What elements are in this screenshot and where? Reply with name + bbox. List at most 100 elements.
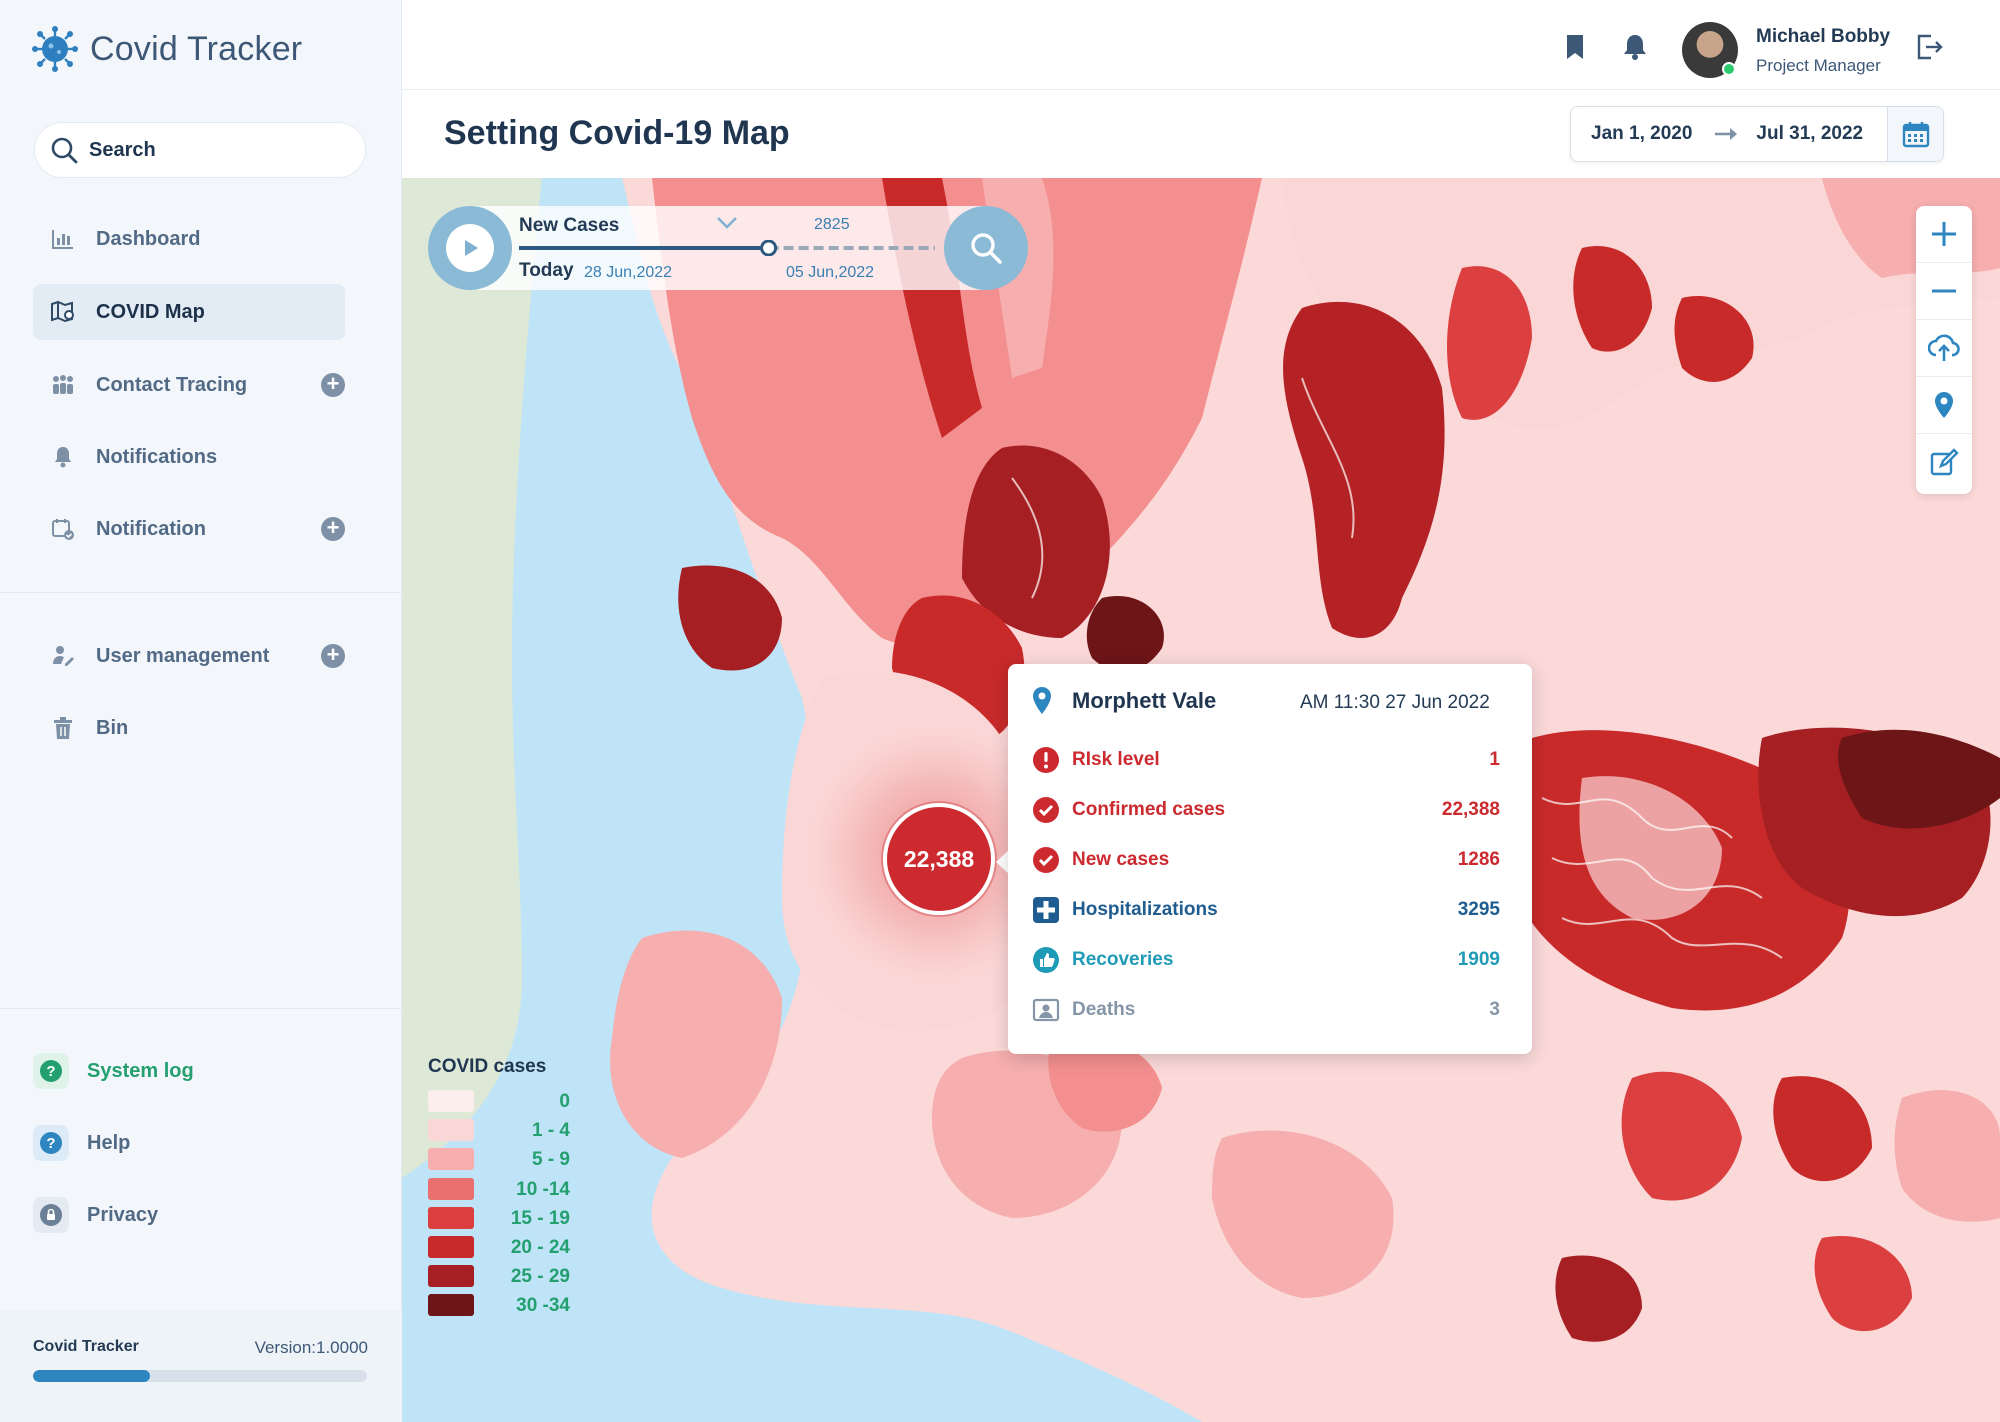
- timeline-slider[interactable]: [519, 240, 935, 256]
- stat-row-new-cases: New cases 1286: [1032, 845, 1500, 875]
- stat-row-confirmed-cases: Confirmed cases 22,388: [1032, 795, 1500, 825]
- legend-swatch: [428, 1119, 474, 1142]
- search-icon: [971, 233, 1002, 264]
- version-progress-fill: [33, 1370, 150, 1382]
- stat-value: 22,388: [1441, 799, 1500, 820]
- legend-label: 1 - 4: [531, 1120, 570, 1142]
- stat-row-risk-level: RIsk level 1: [1032, 745, 1500, 775]
- map-canvas[interactable]: [402, 178, 2000, 1422]
- calendar-icon[interactable]: [1887, 107, 1943, 161]
- date-start[interactable]: Jan 1, 2020: [1591, 123, 1693, 144]
- legend-swatch: [428, 1090, 474, 1112]
- metric-select[interactable]: New Cases: [519, 215, 620, 236]
- chevron-down-icon[interactable]: [716, 216, 738, 230]
- play-icon: [465, 240, 478, 256]
- nav-item-dashboard[interactable]: Dashboard: [33, 211, 345, 267]
- svg-text:?: ?: [46, 1063, 55, 1080]
- date-end[interactable]: Jul 31, 2022: [1756, 123, 1864, 144]
- legend-item: 1 - 4: [428, 1119, 570, 1142]
- logout-icon[interactable]: [1914, 32, 1944, 62]
- bell-icon: [50, 444, 76, 470]
- bookmark-icon[interactable]: [1560, 32, 1590, 62]
- legend-label: 5 - 9: [531, 1149, 570, 1171]
- help-link[interactable]: ? Help: [33, 1125, 130, 1161]
- stat-row-deaths: Deaths 3: [1032, 995, 1500, 1025]
- nav-item-notifications[interactable]: Notifications: [33, 429, 345, 485]
- search-input[interactable]: [89, 138, 349, 162]
- user-name: Michael Bobby: [1756, 26, 1891, 47]
- portrait-icon: [1032, 996, 1060, 1024]
- legend-swatch: [428, 1206, 474, 1229]
- check-circle-icon: [1032, 846, 1060, 874]
- legend-label: 20 - 24: [510, 1237, 570, 1258]
- stat-label: Confirmed cases: [1072, 799, 1226, 820]
- map-search-button[interactable]: [944, 206, 1028, 290]
- legend-item: 30 -34: [428, 1294, 570, 1317]
- stat-value: 1909: [1457, 949, 1500, 970]
- zoom-out-button[interactable]: [1916, 263, 1972, 320]
- stat-value: 1: [1489, 749, 1500, 770]
- nav-label: Notifications: [96, 445, 218, 468]
- help-label: Help: [87, 1131, 131, 1154]
- zoom-in-button[interactable]: [1916, 206, 1972, 263]
- legend-item: 10 -14: [428, 1177, 570, 1200]
- legend-item: 15 - 19: [428, 1206, 570, 1229]
- system-log-label: System log: [87, 1059, 194, 1082]
- edit-button[interactable]: [1916, 434, 1972, 491]
- add-user-icon[interactable]: +: [321, 644, 345, 668]
- sidebar-divider: [0, 1008, 402, 1009]
- locate-button[interactable]: [1916, 377, 1972, 434]
- zoom-in-icon: [1932, 222, 1956, 246]
- legend-swatch: [428, 1177, 474, 1200]
- nav-label: Dashboard: [96, 227, 201, 250]
- date-range-picker[interactable]: Jan 1, 2020 Jul 31, 2022: [1570, 106, 1944, 162]
- legend-item: 20 - 24: [428, 1236, 570, 1258]
- stat-label: New cases: [1072, 849, 1170, 870]
- search-icon: [51, 137, 78, 164]
- online-status-dot: [1722, 62, 1736, 76]
- add-notification-icon[interactable]: +: [321, 517, 345, 541]
- popup-time: AM 11:30 27 Jun 2022: [1300, 692, 1490, 713]
- footer-app-name: Covid Tracker: [33, 1338, 139, 1355]
- bell-icon[interactable]: [1620, 32, 1650, 62]
- popup-caret: [996, 850, 1009, 874]
- nav-item-bin[interactable]: Bin: [33, 700, 345, 756]
- nav-item-notification[interactable]: Notification +: [33, 501, 345, 557]
- case-cluster-marker[interactable]: 22,388: [883, 803, 995, 915]
- upload-button[interactable]: [1916, 320, 1972, 377]
- nav-item-covid-map[interactable]: COVID Map: [33, 284, 345, 340]
- add-contact-tracing-icon[interactable]: +: [321, 373, 345, 397]
- legend-item: 0: [428, 1090, 570, 1112]
- search-box[interactable]: [34, 122, 366, 178]
- svg-text:?: ?: [46, 1135, 55, 1152]
- version-progress-bar: [33, 1370, 367, 1382]
- stat-row-hospitalizations: Hospitalizations 3295: [1032, 895, 1500, 925]
- brand[interactable]: Covid Tracker: [32, 26, 302, 72]
- sidebar: Covid Tracker Dashboard COVID Map Contac…: [0, 0, 402, 1422]
- map-toolbar: [1916, 206, 1972, 494]
- nav-label: Contact Tracing: [96, 373, 248, 396]
- slider-handle[interactable]: [760, 240, 778, 256]
- nav-label: Bin: [96, 716, 129, 739]
- nav-label: User management: [96, 644, 270, 667]
- stat-value: 3295: [1457, 899, 1500, 920]
- location-pin-icon: [1033, 687, 1051, 714]
- stat-label: Deaths: [1072, 999, 1136, 1020]
- stat-value: 3: [1489, 999, 1500, 1020]
- legend-label: 15 - 19: [510, 1207, 570, 1229]
- privacy-link[interactable]: Privacy: [33, 1197, 158, 1233]
- bar-chart-icon: [50, 226, 76, 252]
- system-log-link[interactable]: ? System log: [33, 1053, 194, 1089]
- play-button[interactable]: [428, 206, 512, 290]
- thumbs-up-icon: [1032, 946, 1060, 974]
- nav-item-contact-tracing[interactable]: Contact Tracing +: [33, 357, 345, 413]
- stat-value: 1286: [1457, 849, 1500, 870]
- virus-logo-icon: [32, 26, 78, 72]
- timeline-end-date: 05 Jun,2022: [786, 264, 875, 281]
- legend-swatch: [428, 1236, 474, 1258]
- user-edit-icon: [50, 643, 76, 669]
- nav-item-user-management[interactable]: User management +: [33, 628, 345, 684]
- covid-map[interactable]: [402, 178, 2000, 1422]
- hospital-cross-icon: [1032, 896, 1060, 924]
- user-role: Project Manager: [1756, 56, 1881, 75]
